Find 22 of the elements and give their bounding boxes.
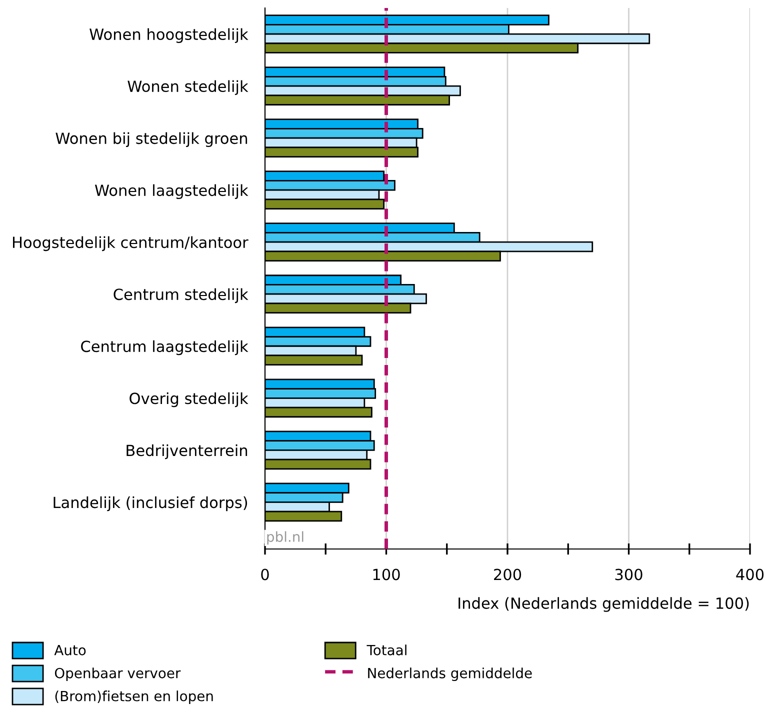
x-tick-label: 400 — [736, 568, 764, 580]
y-tick-label: Landelijk (inclusief dorps) — [54, 496, 248, 512]
y-tick-label: Wonen stedelijk — [128, 80, 248, 96]
y-tick-label: Centrum stedelijk — [114, 288, 248, 304]
y-tick-label: Wonen hoogstedelijk — [90, 28, 248, 43]
legend-label: Nederlands gemiddelde — [368, 668, 532, 682]
legend-label: (Brom)fietsen en lopen — [55, 690, 213, 704]
y-tick-label: Overig stedelijk — [130, 392, 248, 408]
legend-label: Totaal — [366, 644, 406, 656]
y-tick-label: Wonen laagstedelijk — [94, 184, 248, 200]
x-tick-label: 200 — [494, 568, 522, 580]
x-tick-label: 0 — [261, 568, 269, 580]
y-tick-label: Centrum laagstedelijk — [81, 340, 248, 356]
x-tick-label: 100 — [373, 568, 400, 580]
annotation: pbl.nl — [267, 531, 304, 545]
y-tick-label: Bedrijventerrein — [126, 444, 248, 460]
y-tick-label: Wonen bij stedelijk groen — [56, 132, 248, 148]
legend-label: Openbaar vervoer — [54, 668, 181, 682]
x-axis-title: Index (Nederlands gemiddelde = 100) — [458, 597, 749, 612]
x-tick-label: 300 — [615, 568, 642, 580]
y-tick-label: Hoogstedelijk centrum/kantoor — [13, 236, 248, 252]
legend-label: Auto — [54, 645, 86, 656]
